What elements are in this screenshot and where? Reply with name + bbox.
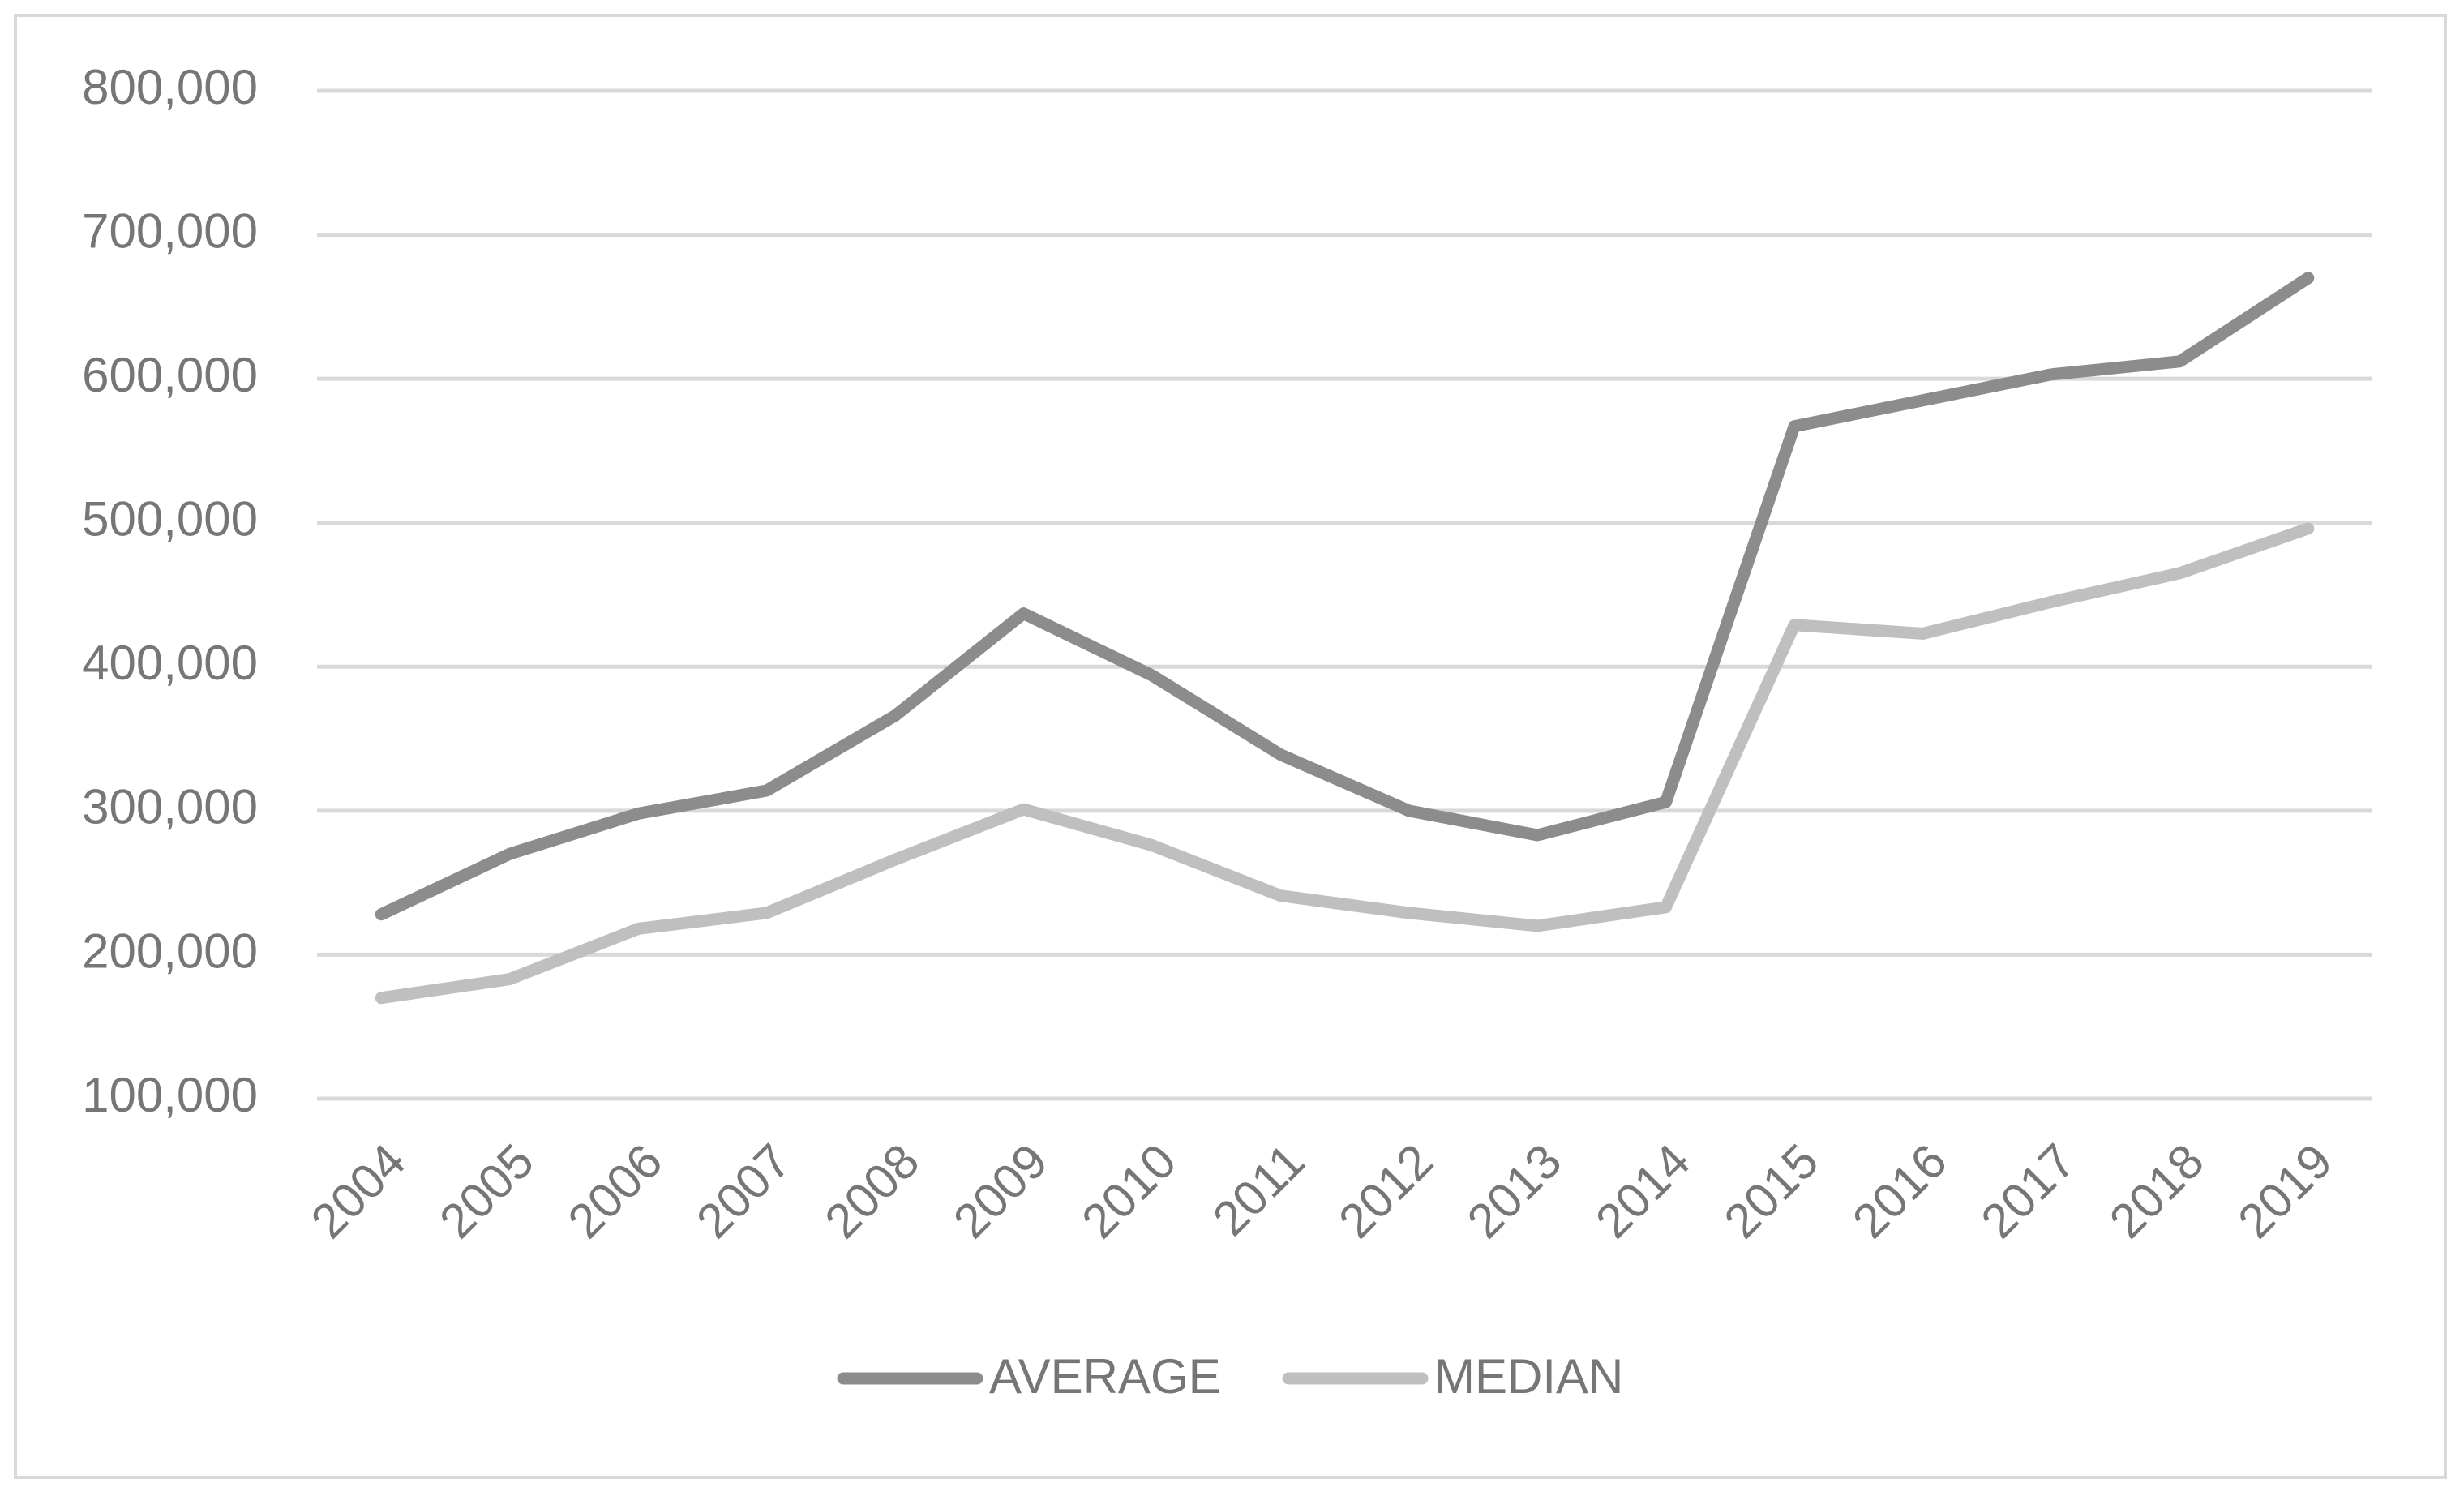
plot	[375, 272, 2315, 1005]
data-line	[375, 522, 2315, 1005]
y-tick-label: 200,000	[82, 924, 258, 978]
y-tick-label: 300,000	[82, 780, 258, 834]
y-tick-label: 500,000	[82, 492, 258, 547]
legend: AVERAGE MEDIAN	[837, 1349, 1623, 1404]
legend-label: MEDIAN	[1434, 1349, 1623, 1404]
y-tick-label: 100,000	[82, 1068, 258, 1122]
y-tick-label: 700,000	[82, 204, 258, 258]
legend-label: AVERAGE	[989, 1349, 1221, 1404]
y-tick-label: 800,000	[82, 60, 258, 114]
data-line	[375, 272, 2315, 921]
y-tick-label: 400,000	[82, 636, 258, 690]
chart-border	[14, 14, 2447, 1479]
y-tick-label: 600,000	[82, 348, 258, 402]
